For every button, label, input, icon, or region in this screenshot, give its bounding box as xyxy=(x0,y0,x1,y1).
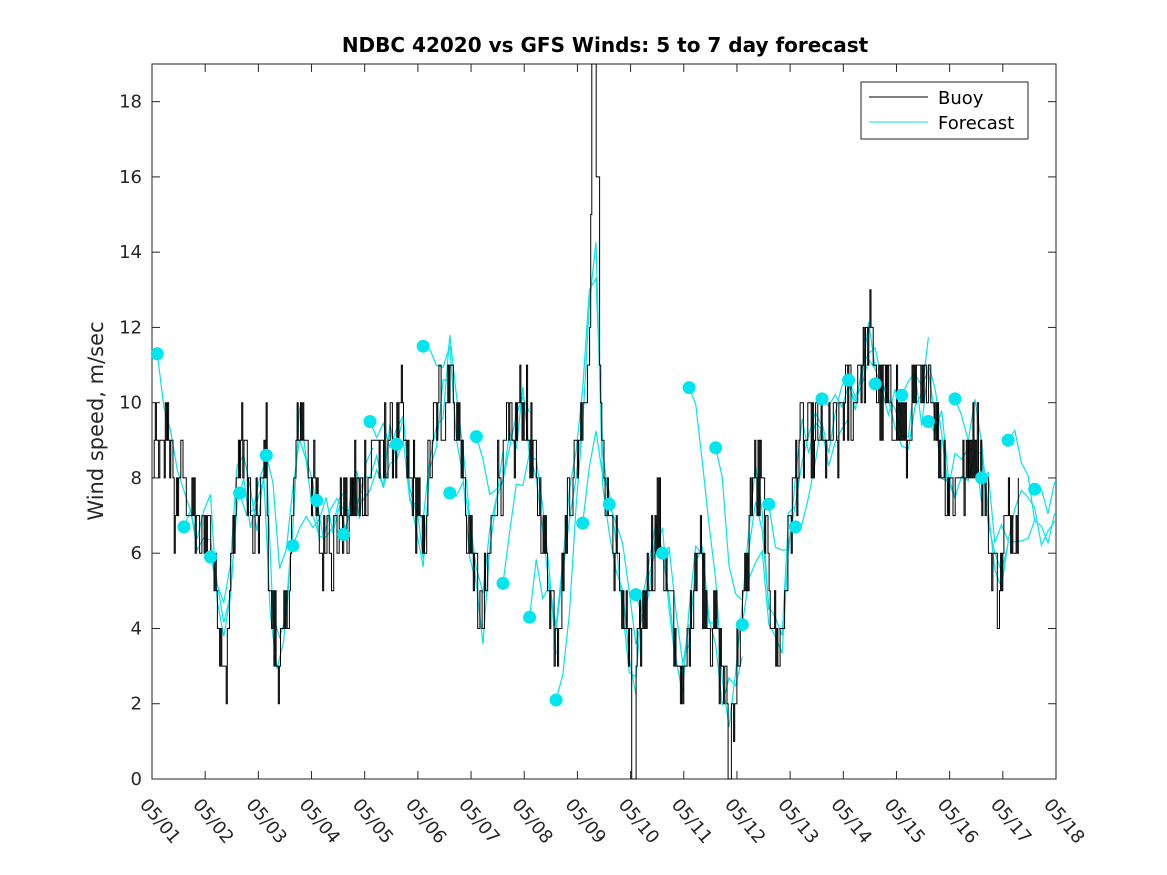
forecast-series-line xyxy=(475,386,557,655)
forecast-series-line xyxy=(715,447,796,636)
y-axis-label: Wind speed, m/sec xyxy=(84,321,108,520)
forecast-marker xyxy=(1001,433,1015,447)
forecast-series-line xyxy=(1007,428,1056,546)
forecast-marker xyxy=(443,486,457,500)
x-tick-label: 05/18 xyxy=(1039,795,1088,848)
forecast-marker xyxy=(842,373,856,387)
forecast-marker xyxy=(310,494,324,507)
y-tick-label: 14 xyxy=(119,242,142,263)
forecast-marker xyxy=(815,392,829,406)
forecast-series-line xyxy=(156,353,238,637)
forecast-marker xyxy=(204,550,217,564)
x-tick-label: 05/02 xyxy=(188,795,237,848)
forecast-marker xyxy=(921,415,935,428)
chart-title: NDBC 42020 vs GFS Winds: 5 to 7 day fore… xyxy=(342,33,869,57)
forecast-marker xyxy=(469,430,483,444)
forecast-marker xyxy=(975,471,989,485)
x-tick-label: 05/06 xyxy=(401,795,450,848)
forecast-marker xyxy=(656,546,669,560)
forecast-marker xyxy=(602,497,616,511)
plot-frame xyxy=(151,63,1057,780)
forecast-series-line xyxy=(265,439,347,569)
forecast-marker xyxy=(363,415,377,428)
forecast-series-line xyxy=(662,545,743,706)
forecast-marker xyxy=(233,486,247,500)
x-tick-label: 05/14 xyxy=(826,795,875,848)
legend-box xyxy=(860,81,1029,140)
forecast-marker xyxy=(788,520,802,534)
forecast-markers xyxy=(150,339,1042,707)
forecast-marker xyxy=(416,339,430,353)
x-tick-label: 05/04 xyxy=(295,795,344,848)
x-tick-label: 05/12 xyxy=(720,795,769,848)
plot-area xyxy=(151,63,1057,780)
forecast-marker xyxy=(629,588,643,602)
forecast-series-line xyxy=(555,242,637,701)
forecast-marker xyxy=(948,392,962,406)
legend-label-buoy: Buoy xyxy=(938,88,984,109)
forecast-marker xyxy=(336,527,350,541)
x-tick-label: 05/13 xyxy=(773,795,822,848)
forecast-series-line xyxy=(183,478,265,623)
x-tick-label: 05/07 xyxy=(454,795,503,848)
forecast-marker xyxy=(576,516,590,530)
x-tick-label: 05/15 xyxy=(880,795,929,848)
forecast-marker xyxy=(682,381,696,395)
y-tick-label: 8 xyxy=(131,468,142,489)
forecast-marker xyxy=(549,693,563,707)
forecast-marker xyxy=(1028,482,1042,496)
forecast-marker xyxy=(177,520,191,534)
forecast-marker xyxy=(735,618,749,632)
forecast-marker xyxy=(390,437,404,451)
y-tick-label: 18 xyxy=(119,92,142,113)
forecast-marker xyxy=(259,448,273,462)
x-tick-label: 05/17 xyxy=(986,795,1035,848)
forecast-marker xyxy=(762,497,776,511)
forecast-marker xyxy=(286,539,300,553)
x-tick-label: 05/09 xyxy=(561,795,610,848)
legend-label-forecast: Forecast xyxy=(938,113,1014,134)
y-tick-label: 4 xyxy=(131,618,142,639)
legend: Buoy Forecast xyxy=(860,81,1029,140)
forecast-marker xyxy=(523,610,537,624)
forecast-series-line xyxy=(741,410,823,654)
forecast-series-line xyxy=(768,418,850,551)
x-tick-label: 05/05 xyxy=(348,795,397,848)
y-axis: 0 2 4 6 8 10 12 14 16 18 xyxy=(119,92,1056,790)
forecast-marker xyxy=(868,377,882,391)
x-tick-label: 05/01 xyxy=(135,795,184,848)
x-tick-label: 05/03 xyxy=(242,795,291,848)
forecast-marker xyxy=(150,347,164,361)
y-tick-label: 0 xyxy=(131,769,142,790)
y-tick-label: 16 xyxy=(119,167,142,188)
forecast-marker xyxy=(895,388,909,402)
y-tick-label: 12 xyxy=(119,317,142,338)
y-tick-label: 2 xyxy=(131,694,142,715)
x-tick-label: 05/10 xyxy=(614,795,663,848)
x-tick-label: 05/11 xyxy=(667,795,716,848)
y-tick-label: 10 xyxy=(119,393,142,414)
forecast-marker xyxy=(709,441,723,455)
forecast-marker xyxy=(496,576,510,590)
forecast-series-line xyxy=(292,447,374,546)
y-tick-label: 6 xyxy=(131,543,142,564)
x-tick-label: 05/08 xyxy=(507,795,556,848)
forecast-series-line xyxy=(369,378,450,567)
x-tick-label: 05/16 xyxy=(933,795,982,848)
